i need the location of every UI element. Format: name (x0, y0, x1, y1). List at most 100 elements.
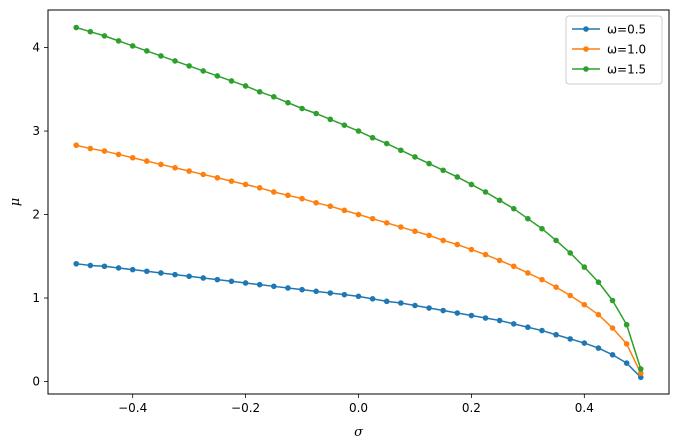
data-point (355, 211, 362, 218)
data-point (242, 181, 249, 188)
data-point (158, 270, 164, 276)
x-tick-label: 0.0 (349, 401, 368, 415)
data-point (623, 341, 630, 347)
data-point (214, 73, 221, 79)
data-point (539, 276, 545, 283)
data-point (383, 220, 390, 226)
data-point (581, 264, 588, 270)
legend-item-2: ω=1.0 (572, 43, 646, 57)
data-point (285, 99, 291, 106)
series-2 (73, 142, 644, 376)
data-point (172, 164, 178, 171)
data-point (186, 63, 192, 69)
data-point (496, 317, 503, 324)
data-point (482, 189, 489, 195)
data-point (539, 225, 545, 232)
data-point (398, 300, 404, 306)
data-point (341, 122, 348, 128)
data-point (369, 134, 376, 141)
data-point (553, 237, 559, 244)
y-tick-label: 0 (32, 374, 40, 388)
data-point (242, 83, 249, 89)
x-tick-label: 0.2 (462, 401, 481, 415)
data-point (637, 374, 644, 381)
data-point (510, 205, 517, 212)
data-point (115, 265, 122, 271)
data-point (623, 321, 630, 328)
data-point (327, 290, 334, 296)
data-point (510, 321, 517, 327)
data-point (101, 148, 108, 154)
data-point (609, 297, 616, 304)
data-point (129, 266, 136, 273)
data-point (285, 192, 291, 199)
data-point (200, 68, 207, 74)
legend-item-1: ω=0.5 (572, 23, 646, 37)
data-point (426, 160, 432, 167)
data-point (412, 228, 418, 235)
data-point (313, 200, 319, 206)
data-point (144, 158, 150, 164)
data-point (256, 89, 263, 95)
data-point (285, 285, 291, 291)
data-point (186, 273, 192, 280)
data-point (383, 298, 390, 305)
data-point (158, 161, 164, 168)
data-point (341, 291, 348, 298)
data-point (313, 288, 319, 295)
series-group (73, 24, 644, 381)
data-point (129, 154, 136, 161)
data-point (355, 128, 362, 134)
y-tick-label: 4 (32, 41, 40, 55)
data-point (73, 260, 80, 267)
data-point (440, 167, 446, 174)
data-point (327, 203, 334, 209)
data-point (115, 38, 122, 44)
legend-marker (583, 46, 589, 52)
data-point (256, 281, 263, 288)
data-point (327, 116, 334, 123)
data-point (595, 345, 602, 351)
series-3 (73, 24, 644, 372)
data-point (299, 286, 305, 293)
data-point (539, 327, 545, 334)
data-point (553, 284, 559, 290)
data-point (369, 296, 376, 302)
data-point (426, 305, 432, 311)
y-tick-label: 1 (32, 291, 40, 305)
data-point (496, 257, 503, 264)
data-point (398, 147, 404, 154)
data-point (468, 246, 475, 253)
data-point (567, 336, 573, 342)
data-point (553, 331, 559, 338)
data-point (609, 325, 616, 331)
legend-label: ω=1.0 (607, 43, 646, 57)
legend: ω=0.5 ω=1.0 ω=1.5 (565, 15, 663, 85)
x-tick-label: −0.2 (231, 401, 260, 415)
data-point (341, 207, 348, 214)
ticks-group: −0.4 −0.2 0.0 0.2 0.4 0 1 2 3 4 (32, 41, 594, 415)
data-point (595, 311, 602, 318)
x-tick-label: −0.4 (118, 401, 147, 415)
legend-box (565, 15, 663, 85)
legend-item-3: ω=1.5 (572, 63, 646, 77)
data-point (355, 293, 362, 300)
data-point (271, 189, 277, 195)
data-point (482, 315, 489, 321)
legend-label: ω=0.5 (607, 23, 646, 37)
data-point (144, 268, 150, 275)
data-point (172, 58, 178, 64)
data-point (129, 43, 136, 49)
data-point (454, 310, 461, 316)
data-point (567, 250, 573, 256)
data-point (525, 324, 531, 331)
data-point (454, 174, 461, 180)
data-point (299, 195, 305, 202)
data-point (87, 145, 94, 152)
data-point (468, 312, 475, 319)
legend-label: ω=1.5 (607, 63, 646, 77)
data-point (525, 215, 531, 222)
data-point (256, 185, 263, 191)
data-point (510, 263, 517, 270)
